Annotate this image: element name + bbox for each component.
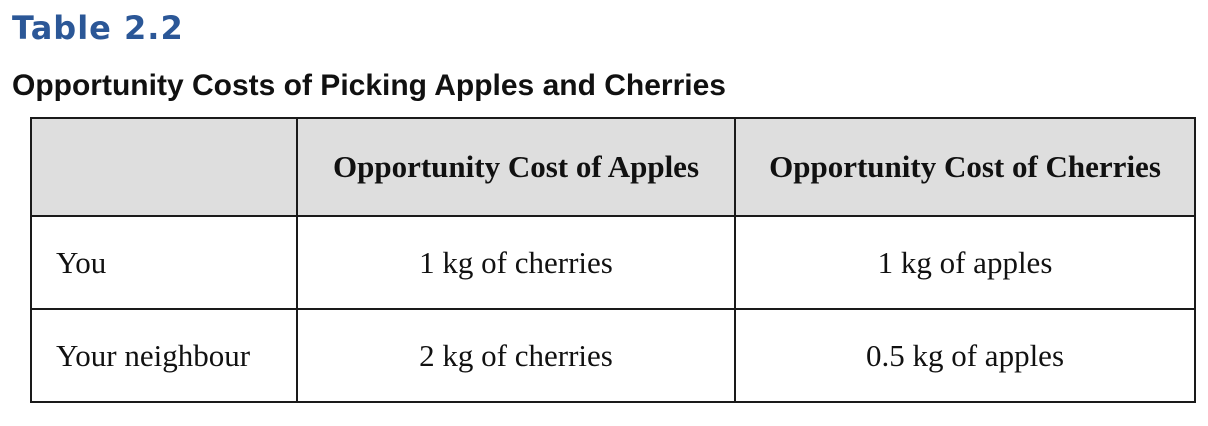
table-row: Your neighbour 2 kg of cherries 0.5 kg o…	[30, 308, 1196, 403]
table-cell: 2 kg of cherries	[296, 308, 736, 403]
table-row: You 1 kg of cherries 1 kg of apples	[30, 215, 1196, 310]
header-cell-empty	[30, 117, 298, 217]
table-cell: 1 kg of cherries	[296, 215, 736, 310]
table-cell: 1 kg of apples	[734, 215, 1196, 310]
row-label: You	[30, 215, 298, 310]
row-label: Your neighbour	[30, 308, 298, 403]
table-caption: Opportunity Costs of Picking Apples and …	[12, 69, 726, 102]
header-cell-apples: Opportunity Cost of Apples	[296, 117, 736, 217]
header-row: Opportunity Cost of Apples Opportunity C…	[30, 117, 1196, 217]
header-cell-cherries: Opportunity Cost of Cherries	[734, 117, 1196, 217]
opportunity-cost-table: Opportunity Cost of Apples Opportunity C…	[30, 117, 1196, 403]
table-label: Table 2.2	[12, 9, 184, 47]
table-cell: 0.5 kg of apples	[734, 308, 1196, 403]
